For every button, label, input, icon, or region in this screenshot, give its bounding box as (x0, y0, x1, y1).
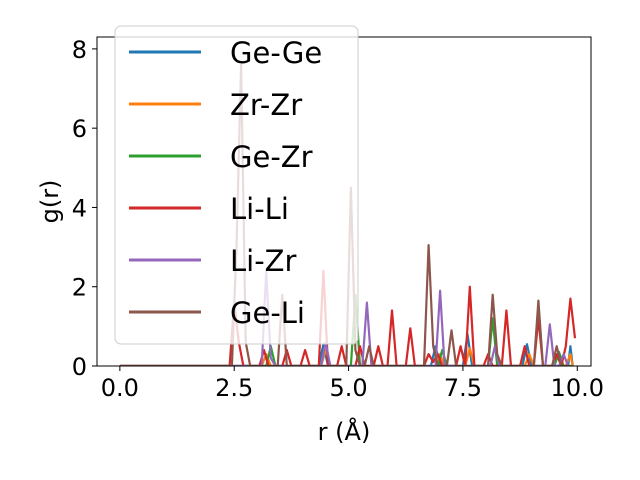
y-axis-label: g(r) (36, 180, 64, 224)
legend-label-ge-li: Ge-Li (230, 296, 305, 330)
y-tick-label: 4 (72, 194, 87, 222)
legend-label-ge-ge: Ge-Ge (230, 36, 322, 70)
x-tick-label: 0.0 (101, 374, 139, 402)
y-tick-label: 8 (72, 36, 87, 64)
series-line-ge-zr (119, 293, 573, 366)
series-line-ge-li (119, 63, 571, 366)
legend-label-li-li: Li-Li (230, 192, 289, 226)
series-line-li-li (119, 269, 577, 366)
legend-label-zr-zr: Zr-Zr (230, 88, 302, 122)
y-axis: 0 2 4 6 8 (72, 36, 97, 381)
x-tick-label: 7.5 (444, 374, 482, 402)
y-tick-label: 2 (72, 274, 87, 302)
series-line-li-zr (119, 269, 570, 366)
legend-label-ge-zr: Ge-Zr (230, 140, 313, 174)
legend-label-li-zr: Li-Zr (230, 244, 297, 278)
x-tick-label: 2.5 (215, 374, 253, 402)
x-axis-label: r (Å) (318, 417, 371, 446)
series-layer (119, 63, 577, 366)
y-tick-label: 6 (72, 115, 87, 143)
x-axis: 0.0 2.5 5.0 7.5 10.0 (101, 366, 604, 402)
x-tick-label: 5.0 (329, 374, 367, 402)
x-tick-label: 10.0 (551, 374, 604, 402)
y-tick-label: 0 (72, 353, 87, 381)
legend: Ge-Ge Zr-Zr Ge-Zr Li-Li Li-Zr Ge-Li (114, 25, 359, 345)
